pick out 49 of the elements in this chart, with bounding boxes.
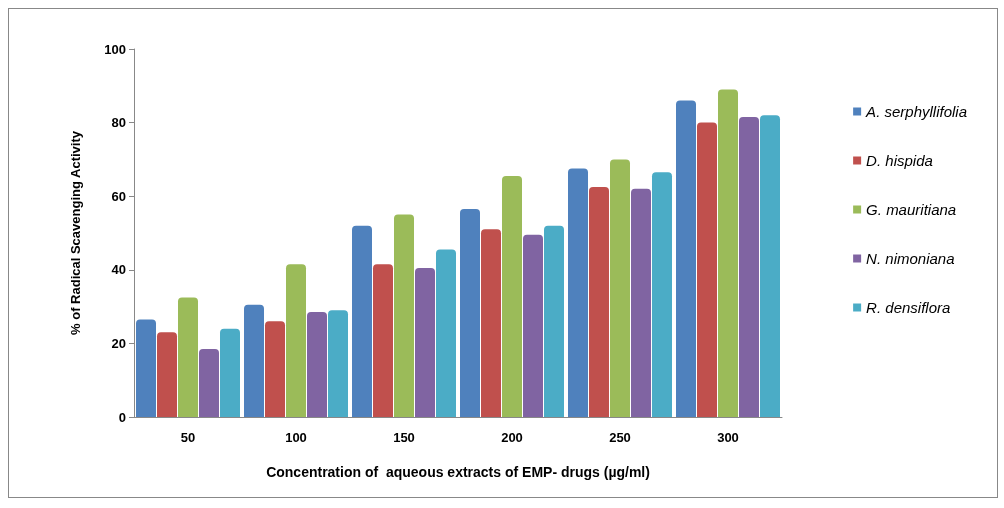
bar <box>523 234 543 417</box>
x-tick-label: 50 <box>180 430 196 445</box>
bar <box>568 168 588 417</box>
bar <box>394 214 414 417</box>
x-tick-label: 250 <box>609 430 631 445</box>
bar <box>544 225 564 417</box>
x-axis-title: Concentration of aqueous extracts of EMP- drugs (µg/ml) <box>266 464 650 480</box>
bar <box>178 297 198 417</box>
bar <box>136 319 156 417</box>
bar <box>610 159 630 417</box>
bar <box>676 100 696 417</box>
bar <box>631 188 651 417</box>
bar <box>244 304 264 417</box>
x-tick-label: 200 <box>501 430 523 445</box>
legend-label: N. nimoniana <box>866 250 955 267</box>
y-tick-label: 40 <box>111 262 126 278</box>
y-tick-label: 0 <box>118 409 126 425</box>
bar <box>697 122 717 417</box>
bar <box>352 225 372 417</box>
bar <box>415 267 435 417</box>
bar <box>718 89 738 417</box>
bar <box>481 229 501 417</box>
y-tick-label: 80 <box>111 115 126 131</box>
bar <box>157 332 177 417</box>
bar <box>265 321 285 417</box>
bar <box>286 264 306 417</box>
y-axis-title: % of Radical Scavenging Activity <box>68 130 83 335</box>
bar <box>307 312 327 417</box>
legend-label: A. serphyllifolia <box>865 103 968 120</box>
bar <box>199 348 219 417</box>
bar <box>373 264 393 417</box>
y-tick-label: 60 <box>111 188 126 204</box>
x-tick-label: 300 <box>717 430 739 445</box>
bar <box>502 175 522 417</box>
bar <box>328 310 348 417</box>
bar <box>436 249 456 417</box>
bar <box>460 209 480 417</box>
legend-label: G. mauritiana <box>866 201 957 218</box>
y-tick-label: 20 <box>111 335 126 351</box>
bar <box>220 328 240 417</box>
bar <box>652 172 672 417</box>
bar <box>739 117 759 417</box>
bar <box>760 115 780 417</box>
y-tick-label: 100 <box>104 41 126 57</box>
bar <box>589 187 609 417</box>
legend-label: D. hispida <box>866 152 933 169</box>
x-tick-label: 100 <box>285 430 307 445</box>
legend-label: R. densiflora <box>866 299 951 316</box>
x-tick-label: 150 <box>393 430 415 445</box>
